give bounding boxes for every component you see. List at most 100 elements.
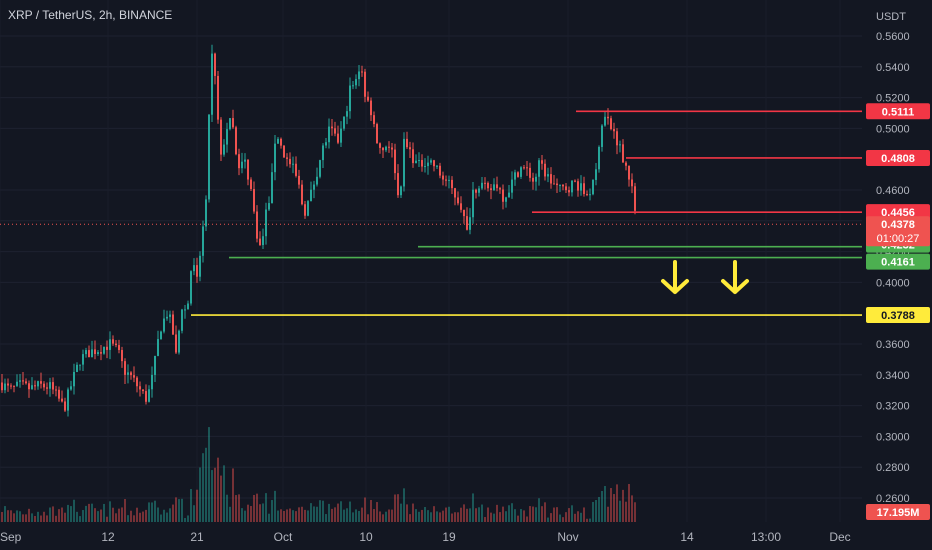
- candle-body: [331, 126, 333, 129]
- volume-bar: [301, 506, 303, 522]
- candle-body: [223, 144, 225, 155]
- volume-bar: [493, 513, 495, 522]
- volume-bar: [520, 509, 522, 522]
- last-price-value: 0.4378: [881, 219, 915, 231]
- candle-body: [16, 381, 18, 386]
- volume-bar: [430, 512, 432, 522]
- volume-badge-bg: [866, 504, 930, 520]
- candle-body: [271, 172, 273, 204]
- candle-body: [628, 165, 630, 180]
- candle-body: [289, 158, 291, 165]
- candle-body: [232, 118, 234, 128]
- price-tick-label: 0.3000: [876, 431, 910, 443]
- candle-body: [208, 114, 210, 200]
- candle-body: [211, 53, 213, 115]
- volume-bar: [571, 505, 573, 522]
- candle-body: [244, 159, 246, 162]
- candle-body: [496, 184, 498, 189]
- candle-body: [565, 186, 567, 191]
- volume-bar: [64, 512, 66, 522]
- candle-body: [376, 124, 378, 144]
- volume-bar: [427, 510, 429, 522]
- volume-bar: [466, 508, 468, 522]
- candle-body: [130, 372, 132, 376]
- down-arrow-icon[interactable]: [661, 260, 689, 294]
- volume-bar: [211, 470, 213, 522]
- volume-bar: [112, 507, 114, 522]
- volume-bar: [298, 507, 300, 522]
- candle-body: [19, 380, 21, 382]
- candle-body: [466, 216, 468, 230]
- volume-bar: [346, 508, 348, 522]
- candle-body: [274, 143, 276, 173]
- volume-bar: [499, 512, 501, 522]
- volume-bar: [580, 512, 582, 522]
- volume-bar: [325, 514, 327, 522]
- candle-body: [172, 314, 174, 335]
- symbol-title[interactable]: XRP / TetherUS, 2h, BINANCE: [8, 8, 172, 22]
- volume-bar: [25, 514, 27, 522]
- volume-bar: [481, 504, 483, 522]
- time-tick-label: Dec: [829, 530, 850, 544]
- volume-bars: [1, 427, 636, 522]
- candle-body: [175, 334, 177, 353]
- candle-body: [391, 147, 393, 150]
- volume-bar: [463, 504, 465, 522]
- volume-bar: [70, 506, 72, 522]
- volume-bar: [148, 502, 150, 522]
- volume-bar: [217, 457, 219, 522]
- candle-body: [121, 350, 123, 362]
- candle-body: [424, 166, 426, 168]
- volume-bar: [151, 502, 153, 522]
- candle-body: [520, 167, 522, 177]
- level-badge: 0.5111: [882, 106, 914, 118]
- candle-body: [61, 398, 63, 402]
- candle-body: [142, 389, 144, 392]
- candle-body: [247, 159, 249, 180]
- volume-bar: [133, 515, 135, 522]
- candle-body: [616, 131, 618, 146]
- volume-bar: [73, 499, 75, 522]
- candle-body: [343, 116, 345, 129]
- volume-bar: [514, 509, 516, 522]
- candle-body: [619, 144, 621, 146]
- volume-bar: [232, 468, 234, 522]
- volume-bar: [604, 486, 606, 522]
- candle-body: [82, 354, 84, 365]
- candle-body: [547, 174, 549, 177]
- candle-body: [487, 182, 489, 189]
- candle-body: [352, 85, 354, 87]
- time-axis[interactable]: Sep 12 21 Oct 10 19 Nov 14 13:00 Dec: [0, 530, 851, 544]
- volume-bar: [391, 509, 393, 522]
- volume-bar: [370, 499, 372, 522]
- candle-body: [1, 382, 3, 391]
- volume-bar: [304, 509, 306, 522]
- candle-body: [151, 374, 153, 390]
- candle-body: [577, 181, 579, 191]
- candle-body: [313, 184, 315, 190]
- volume-bar: [184, 518, 186, 522]
- volume-bar: [187, 515, 189, 522]
- candle-body: [529, 167, 531, 178]
- candle-body: [202, 226, 204, 256]
- volume-bar: [223, 465, 225, 522]
- candle-body: [403, 138, 405, 187]
- candle-body: [613, 129, 615, 132]
- volume-bar: [544, 502, 546, 522]
- time-tick-label: 21: [190, 530, 204, 544]
- volume-bar: [274, 490, 276, 522]
- volume-bar: [460, 507, 462, 522]
- candle-body: [340, 128, 342, 143]
- volume-bar: [610, 488, 612, 522]
- candle-body: [580, 183, 582, 191]
- candle-body: [199, 255, 201, 277]
- price-tick-label: 0.4600: [876, 185, 910, 197]
- candle-body: [49, 382, 51, 389]
- candle-body: [595, 169, 597, 180]
- volume-bar: [598, 496, 600, 522]
- candle-body: [484, 182, 486, 184]
- down-arrow-icon[interactable]: [721, 260, 749, 294]
- volume-bar: [457, 512, 459, 522]
